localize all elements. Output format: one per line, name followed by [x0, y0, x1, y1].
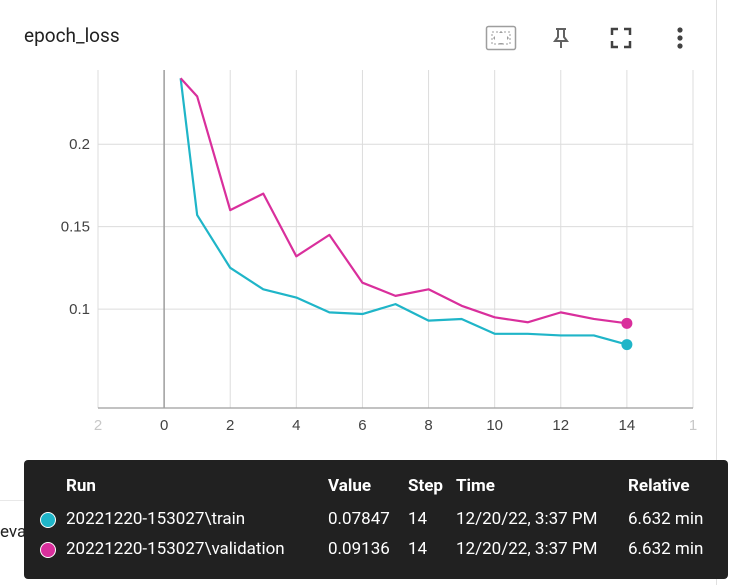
- tooltip-cell-time: 12/20/22, 3:37 PM: [456, 509, 598, 529]
- y-tick-label: 0.15: [61, 219, 90, 236]
- tooltip-cell-relative: 6.632 min: [628, 539, 704, 559]
- x-tick-label: 14: [619, 417, 636, 434]
- epoch-loss-chart[interactable]: 2 0 2 4 6 8 10 12 14 1 0.2 0.15 0.1: [0, 0, 716, 500]
- fullscreen-icon[interactable]: [603, 20, 639, 56]
- card-divider: [716, 0, 717, 585]
- x-tick-label: 0: [160, 417, 168, 434]
- tooltip-cell-run: 20221220-153027\train: [66, 509, 246, 529]
- y-tick-label: 0.1: [69, 301, 90, 318]
- run-color-dot: [40, 511, 56, 528]
- header-step: Step: [408, 476, 443, 496]
- fit-domain-icon[interactable]: [483, 20, 519, 56]
- series-line-0: [179, 78, 628, 346]
- header-time: Time: [456, 476, 495, 496]
- header-value: Value: [328, 476, 372, 496]
- x-tick-label: 4: [292, 417, 300, 434]
- series-line-1: [179, 77, 628, 325]
- tooltip-cell-time: 12/20/22, 3:37 PM: [456, 539, 598, 559]
- y-tick-label: 0.2: [69, 136, 90, 153]
- tooltip-table: Run Value Step Time Relative 20221220-15…: [36, 472, 707, 564]
- x-tick-label: 6: [358, 417, 366, 434]
- tooltip-cell-relative: 6.632 min: [628, 509, 704, 529]
- x-tick-label: 2: [94, 417, 102, 434]
- series-point-1: [621, 317, 633, 329]
- tooltip-cell-value: 0.09136: [328, 539, 390, 559]
- tooltip-row: 20221220-153027\validation 0.09136 14 12/20…: [36, 534, 707, 564]
- x-tick-label: 8: [424, 417, 432, 434]
- tooltip-cell-step: 14: [408, 509, 428, 529]
- tooltip-row: 20221220-153027\train 0.07847 14 12/20/22, …: [36, 504, 707, 534]
- x-tick-label: 1: [689, 417, 697, 434]
- x-tick-label: 10: [486, 417, 503, 434]
- tooltip-cell-value: 0.07847: [328, 509, 390, 529]
- more-vert-icon[interactable]: [662, 20, 698, 56]
- chart-tooltip: Run Value Step Time Relative 20221220-15…: [24, 460, 728, 579]
- card-title: epoch_loss: [24, 24, 120, 47]
- header-relative: Relative: [628, 476, 690, 496]
- tooltip-cell-run: 20221220-153027\validation: [66, 539, 285, 559]
- x-tick-label: 12: [552, 417, 569, 434]
- run-color-dot: [40, 541, 56, 558]
- header-run: Run: [66, 476, 96, 496]
- series-point-0: [621, 339, 633, 351]
- x-tick-label: 2: [226, 417, 234, 434]
- scalar-card: epoch_loss 2 0 2 4 6 8 10 12 14 1 0.2 0.15 0.1: [0, 0, 716, 500]
- pin-icon[interactable]: [543, 20, 579, 56]
- tooltip-cell-step: 14: [408, 539, 428, 559]
